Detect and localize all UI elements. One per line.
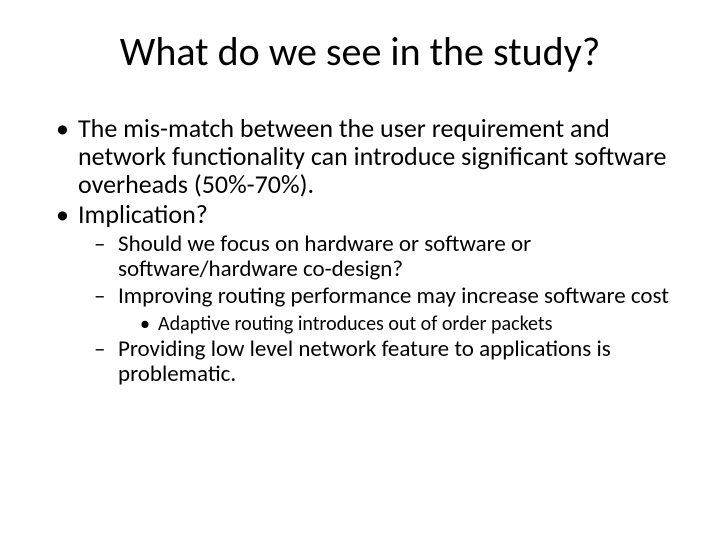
bullet-item: Should we focus on hardware or software …	[90, 232, 670, 282]
bullet-list-level3: Adaptive routing introduces out of order…	[118, 313, 670, 335]
bullet-item: The mis-match between the user requireme…	[50, 114, 670, 198]
slide-title: What do we see in the study?	[50, 30, 670, 74]
bullet-list-level2: Should we focus on hardware or software …	[78, 232, 670, 386]
bullet-text: Improving routing performance may increa…	[118, 282, 669, 310]
bullet-text: Should we focus on hardware or software …	[118, 230, 531, 283]
bullet-text: Adaptive routing introduces out of order…	[158, 312, 552, 336]
bullet-item: Improving routing performance may increa…	[90, 284, 670, 335]
bullet-item: Providing low level network feature to a…	[90, 337, 670, 387]
bullet-item: Adaptive routing introduces out of order…	[136, 313, 670, 335]
bullet-text: Providing low level network feature to a…	[118, 335, 611, 388]
bullet-list-level1: The mis-match between the user requireme…	[50, 114, 670, 386]
bullet-item: Implication? Should we focus on hardware…	[50, 200, 670, 386]
slide: What do we see in the study? The mis-mat…	[0, 0, 720, 540]
bullet-text: Implication?	[78, 198, 208, 230]
bullet-text: The mis-match between the user requireme…	[78, 112, 666, 200]
